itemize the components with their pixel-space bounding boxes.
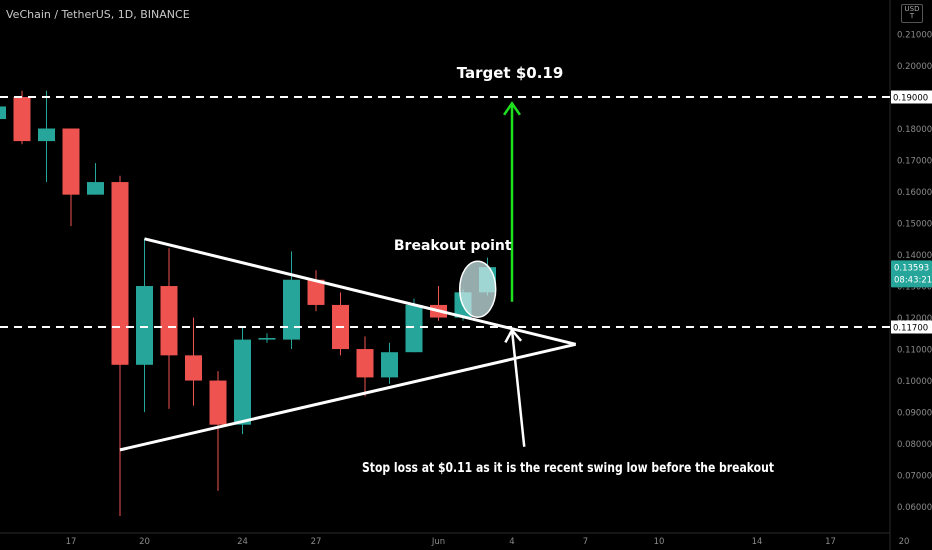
candle-body	[62, 128, 80, 195]
y-tick-label: 0.20000	[897, 62, 932, 72]
x-tick-label: Jun	[431, 537, 445, 547]
breakout-ellipse	[458, 260, 497, 318]
current-price-value: 0.13593	[894, 263, 929, 273]
y-tick-label: 0.10000	[897, 377, 932, 387]
candle-body	[38, 128, 55, 142]
candle-body	[307, 279, 325, 305]
level-price-box	[891, 320, 932, 334]
y-tick-label: 0.14000	[897, 251, 932, 261]
level-price-label: 0.11700	[893, 324, 928, 334]
arrows	[503, 101, 526, 447]
target-label: Target $0.19	[457, 64, 564, 82]
x-tick-label: 7	[583, 537, 588, 547]
candle	[381, 342, 398, 384]
y-tick-label: 0.15000	[897, 220, 932, 230]
y-tick-label: 0.16000	[897, 188, 932, 198]
currency-badge[interactable]: USD T	[901, 4, 923, 23]
y-tick-label: 0.12000	[897, 314, 932, 324]
x-axis-ticks: 17 20 24 27 Jun 4 7 10 14 17 20	[66, 537, 910, 547]
candle-body	[209, 380, 227, 425]
candle-body	[87, 182, 104, 195]
candle-body	[405, 304, 423, 353]
candle	[160, 248, 178, 409]
key-levels: 0.19000 0.11700	[0, 90, 932, 334]
y-tick-label: 0.08000	[897, 440, 932, 450]
candle	[111, 175, 129, 517]
candle	[209, 371, 227, 491]
candle	[62, 128, 80, 227]
triangle-upper-line	[144, 237, 577, 346]
candle	[405, 298, 423, 353]
candle	[234, 327, 251, 435]
y-tick-label: 0.13000	[897, 283, 932, 293]
triangle-pattern	[119, 237, 577, 452]
candle-body	[283, 279, 300, 340]
candle	[185, 317, 202, 406]
candle-body	[111, 182, 129, 365]
arrow-head	[503, 101, 521, 116]
candle-body	[136, 286, 153, 365]
currency-badge-line2: T	[909, 12, 915, 20]
x-tick-label: 24	[237, 537, 248, 547]
y-tick-label: 0.17000	[897, 157, 932, 167]
x-tick-label: 27	[311, 537, 322, 547]
symbol-header: VeChain / TetherUS, 1D, BINANCE	[6, 8, 190, 21]
current-price-tag: 0.13593 08:43:21	[891, 260, 932, 288]
y-tick-label: 0.21000	[897, 30, 932, 40]
breakout-label: Breakout point	[394, 238, 512, 254]
arrow-head	[504, 327, 523, 344]
candle-countdown: 08:43:21	[894, 275, 932, 285]
candle	[87, 163, 104, 195]
candle	[283, 251, 300, 350]
candle-body	[381, 352, 398, 378]
current-price-box	[891, 260, 932, 288]
target-arrow	[503, 101, 521, 302]
x-tick-label: 10	[654, 537, 665, 547]
y-tick-label: 0.11000	[897, 346, 932, 356]
x-tick-label: 17	[825, 537, 836, 547]
x-tick-label: 20	[139, 537, 150, 547]
level-price-label: 0.19000	[893, 94, 928, 104]
x-tick-label: 17	[66, 537, 77, 547]
candle	[38, 90, 55, 183]
x-tick-label: 4	[509, 537, 514, 547]
y-tick-label: 0.18000	[897, 125, 932, 135]
candle-body	[160, 286, 178, 356]
candle	[430, 286, 447, 321]
candle-body	[356, 349, 374, 378]
candle	[0, 106, 6, 120]
x-tick-label: 14	[752, 537, 763, 547]
candle	[136, 238, 153, 413]
candle	[307, 270, 325, 312]
triangle-lower-line	[119, 342, 577, 452]
candle	[258, 333, 276, 343]
annotations: Target $0.19 Breakout point Stop loss at $…	[362, 64, 774, 476]
stop-loss-label: Stop loss at $0.11 as it is the recent s…	[362, 461, 774, 476]
candle	[332, 292, 349, 356]
candle-body	[258, 338, 276, 340]
candle-body	[185, 355, 202, 381]
candles	[0, 90, 496, 517]
y-tick-label: 0.06000	[897, 503, 932, 513]
stop-loss-arrow	[504, 327, 526, 447]
arrow-shaft	[510, 330, 526, 447]
candle	[13, 90, 31, 145]
candle-body	[0, 106, 6, 120]
candle-body	[234, 339, 251, 425]
currency-badge-line1: USD	[904, 5, 920, 13]
candle-body	[13, 97, 31, 142]
y-tick-label: 0.09000	[897, 409, 932, 419]
candle	[356, 336, 374, 397]
x-tick-label: 20	[899, 537, 910, 547]
y-tick-label: 0.07000	[897, 472, 932, 482]
level-price-box	[891, 90, 932, 104]
